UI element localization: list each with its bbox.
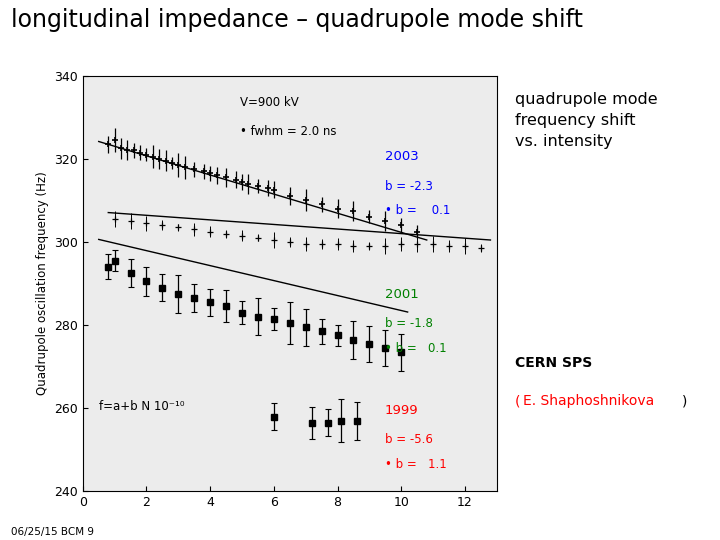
Text: 2003: 2003 xyxy=(385,151,419,164)
Text: E. Shaphoshnikova: E. Shaphoshnikova xyxy=(523,394,654,408)
Text: quadrupole mode
frequency shift
vs. intensity: quadrupole mode frequency shift vs. inte… xyxy=(515,92,657,149)
Text: 2001: 2001 xyxy=(385,288,419,301)
Text: 06/25/15 BCM 9: 06/25/15 BCM 9 xyxy=(11,527,94,537)
Text: • b =   0.1: • b = 0.1 xyxy=(385,342,446,355)
Text: b = -2.3: b = -2.3 xyxy=(385,179,433,193)
Text: V=900 kV: V=900 kV xyxy=(240,97,299,110)
Y-axis label: Quadrupole oscillation frequency (Hz): Quadrupole oscillation frequency (Hz) xyxy=(35,172,48,395)
Text: CERN SPS: CERN SPS xyxy=(515,356,592,370)
Text: • fwhm = 2.0 ns: • fwhm = 2.0 ns xyxy=(240,125,337,138)
Text: • b =    0.1: • b = 0.1 xyxy=(385,205,451,218)
Text: ): ) xyxy=(682,394,687,408)
Text: 1999: 1999 xyxy=(385,404,418,417)
Text: (: ( xyxy=(515,394,521,408)
Text: b = -5.6: b = -5.6 xyxy=(385,433,433,446)
Text: • b =   1.1: • b = 1.1 xyxy=(385,458,447,471)
Text: f=a+b N 10⁻¹⁰: f=a+b N 10⁻¹⁰ xyxy=(99,400,185,413)
Text: b = -1.8: b = -1.8 xyxy=(385,317,433,330)
Text: longitudinal impedance – quadrupole mode shift: longitudinal impedance – quadrupole mode… xyxy=(11,8,582,32)
